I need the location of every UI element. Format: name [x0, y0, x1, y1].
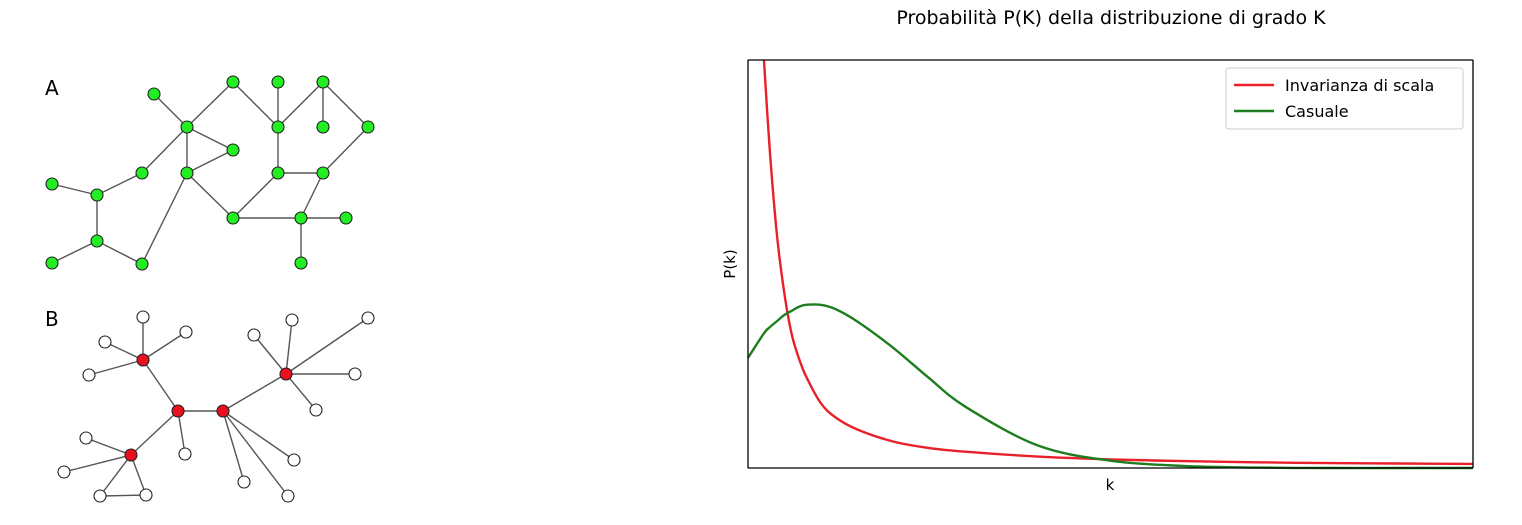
random-network — [45, 75, 375, 271]
random-network-nodes — [45, 75, 375, 271]
network-node — [147, 87, 161, 101]
edge — [285, 319, 293, 375]
edge — [63, 454, 132, 473]
edge — [51, 240, 98, 264]
network-node — [45, 256, 59, 270]
edge — [300, 172, 324, 219]
panel-a-label: A — [45, 76, 59, 100]
network-node — [339, 211, 353, 225]
network-node — [90, 188, 104, 202]
edge — [232, 172, 279, 219]
edge — [177, 410, 186, 455]
network-node — [226, 75, 240, 89]
hub-node — [279, 367, 293, 381]
edge — [277, 81, 324, 128]
panel-b-label: B — [45, 307, 59, 331]
hub-node — [171, 404, 185, 418]
edge — [142, 359, 179, 412]
edge — [141, 172, 188, 265]
edge — [253, 334, 287, 375]
network-node — [135, 257, 149, 271]
leaf-node — [361, 311, 375, 325]
leaf-node — [93, 489, 107, 503]
edge — [222, 410, 245, 483]
edge — [285, 373, 317, 411]
network-node — [180, 120, 194, 134]
edge — [285, 317, 369, 375]
leaf-node — [98, 335, 112, 349]
network-node — [316, 75, 330, 89]
edge — [88, 359, 144, 376]
network-node — [316, 166, 330, 180]
y-axis-label: P(k) — [721, 249, 739, 278]
leaf-node — [237, 475, 251, 489]
network-node — [271, 120, 285, 134]
degree-distribution-chart: Probabilità P(K) della distribuzione di … — [721, 7, 1474, 494]
edge — [222, 373, 287, 412]
network-node — [90, 234, 104, 248]
network-node — [294, 256, 308, 270]
network-node — [135, 166, 149, 180]
hub-node — [124, 448, 138, 462]
network-node — [271, 75, 285, 89]
leaf-node — [348, 367, 362, 381]
network-node — [361, 120, 375, 134]
leaf-node — [139, 488, 153, 502]
leaf-node — [179, 325, 193, 339]
legend: Invarianza di scala Casuale — [1225, 67, 1464, 130]
scale-free-leaf-nodes — [57, 310, 375, 503]
network-diagrams: A B — [45, 75, 375, 503]
network-node — [316, 120, 330, 134]
edge — [232, 81, 279, 128]
edge — [96, 240, 143, 265]
network-node — [226, 143, 240, 157]
network-node — [180, 166, 194, 180]
network-node — [226, 211, 240, 225]
leaf-node — [285, 313, 299, 327]
leaf-node — [136, 310, 150, 324]
hub-node — [136, 353, 150, 367]
leaf-node — [309, 403, 323, 417]
legend-label-scale-free: Invarianza di scala — [1285, 76, 1434, 95]
legend-label-random: Casuale — [1285, 102, 1349, 121]
leaf-node — [287, 453, 301, 467]
edge — [153, 93, 188, 128]
x-axis-label: k — [1106, 476, 1115, 494]
leaf-node — [82, 368, 96, 382]
scale-free-network-edges — [63, 317, 369, 497]
leaf-node — [57, 465, 71, 479]
edge — [99, 454, 132, 497]
edge — [186, 172, 234, 219]
network-node — [45, 177, 59, 191]
chart-title: Probabilità P(K) della distribuzione di … — [896, 7, 1326, 29]
edge — [142, 331, 187, 361]
edge — [186, 126, 234, 151]
leaf-node — [79, 431, 93, 445]
series-line-scale-free — [762, 59, 1474, 466]
edge — [222, 410, 295, 461]
hub-node — [216, 404, 230, 418]
edge — [322, 81, 369, 128]
edge — [186, 81, 234, 128]
leaf-node — [281, 489, 295, 503]
edge — [85, 437, 132, 456]
edge — [96, 172, 143, 196]
edge — [141, 126, 188, 174]
edge — [322, 126, 369, 174]
leaf-node — [247, 328, 261, 342]
edge — [104, 341, 144, 361]
scale-free-network — [57, 310, 375, 503]
legend-box — [1225, 67, 1464, 130]
edge — [130, 410, 179, 456]
scale-free-hub-nodes — [124, 353, 293, 462]
edge — [130, 454, 147, 496]
network-node — [294, 211, 308, 225]
edge — [51, 183, 98, 196]
network-node — [271, 166, 285, 180]
edge — [186, 149, 234, 174]
random-network-edges — [51, 81, 369, 265]
edge — [99, 494, 147, 497]
leaf-node — [178, 447, 192, 461]
edge — [222, 410, 289, 497]
